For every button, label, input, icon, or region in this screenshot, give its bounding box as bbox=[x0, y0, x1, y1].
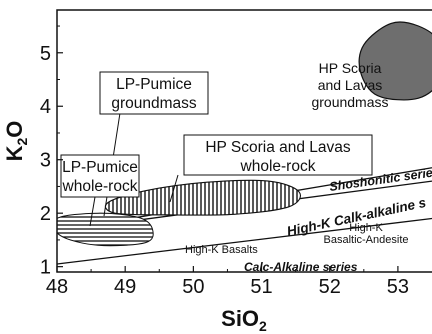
box-lp-pumice-groundmass bbox=[99, 71, 209, 115]
annotation-lp-pumice-whole-rock: LP-Pumice whole-rock bbox=[62, 159, 138, 195]
x-tick-label: 48 bbox=[46, 276, 68, 298]
x-axis-title-main: SiO bbox=[221, 306, 259, 331]
y-tick-label: 1 bbox=[40, 257, 51, 279]
box-hp-whole-rock bbox=[183, 134, 373, 176]
plot-area bbox=[57, 21, 432, 265]
annotation-line: High-K Basalts bbox=[185, 244, 258, 256]
plot-clip-group bbox=[57, 21, 432, 265]
field-lp-pumice-whole-rock bbox=[57, 212, 154, 247]
y-tick-label: 3 bbox=[40, 150, 51, 172]
annotation-lp-pumice-groundmass: LP-Pumice groundmass bbox=[111, 76, 197, 112]
annotation-line: whole-rock bbox=[62, 178, 138, 195]
x-tick-label: 50 bbox=[182, 276, 204, 298]
y-axis-title-tail: O bbox=[2, 121, 27, 138]
annotation-hp-scoria-and-lavas-whole-rock: HP Scoria and Lavas whole-rock bbox=[205, 139, 351, 175]
x-axis-title-subscript: 2 bbox=[259, 318, 267, 334]
annotation-line: LP-Pumice bbox=[62, 159, 138, 176]
y-tick-label: 5 bbox=[40, 43, 51, 65]
annotation-line: whole-rock bbox=[240, 158, 316, 175]
annotation-line: High-K bbox=[349, 222, 383, 234]
y-axis-title-main: K bbox=[2, 145, 27, 161]
leader-hp-whole-rock bbox=[169, 174, 179, 203]
y-tick-label: 4 bbox=[40, 96, 51, 118]
leader-lp-pumice-whole-rock bbox=[89, 196, 96, 227]
annotation-line: LP-Pumice bbox=[116, 76, 192, 93]
annotation-high-k-basalts: High-K Basalts bbox=[185, 244, 258, 256]
annotation-line: Basaltic-Andesite bbox=[324, 234, 409, 246]
annotation-line: and Lavas bbox=[318, 77, 383, 93]
field-hp-scoria-and-lavas-whole-rock bbox=[104, 179, 301, 216]
plot-frame bbox=[56, 9, 432, 273]
x-tick-label: 52 bbox=[319, 276, 341, 298]
annotation-line: HP Scoria and Lavas bbox=[205, 139, 351, 156]
y-axis-title: K2O bbox=[2, 121, 30, 162]
y-axis-title-subscript: 2 bbox=[14, 138, 30, 146]
annotation-line: HP Scoria bbox=[319, 60, 382, 76]
x-axis-title: SiO2 bbox=[221, 306, 267, 334]
x-tick-label: 51 bbox=[250, 276, 272, 298]
x-tick-label: 53 bbox=[387, 276, 409, 298]
x-tick-label: 49 bbox=[114, 276, 136, 298]
annotation-high-k-basaltic-andesite: High-K Basaltic-Andesite bbox=[324, 222, 409, 246]
y-tick-label: 2 bbox=[40, 203, 51, 225]
field-hp-scoria-and-lavas-groundmass bbox=[358, 21, 432, 101]
annotation-hp-scoria-and-lavas-groundmass: HP Scoria and Lavas groundmass bbox=[311, 60, 388, 110]
box-lp-pumice-whole-rock bbox=[60, 154, 140, 198]
annotation-line: groundmass bbox=[311, 94, 388, 110]
boundary-line-calc-alkaline-series bbox=[57, 217, 432, 265]
annotation-line: groundmass bbox=[111, 95, 197, 112]
